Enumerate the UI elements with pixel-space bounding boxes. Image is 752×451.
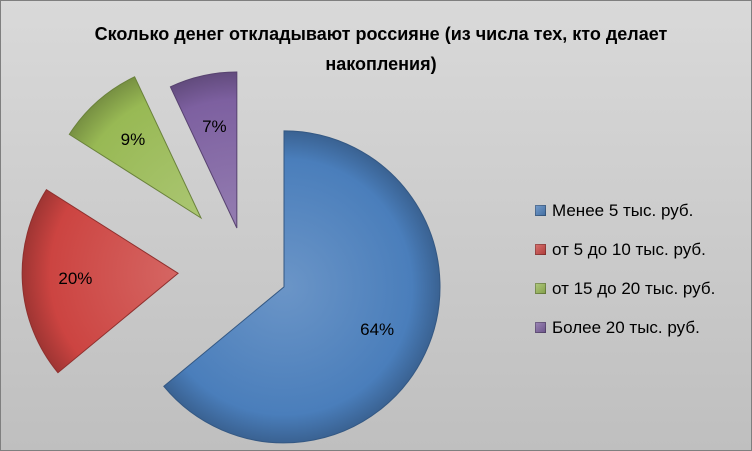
- data-label: 64%: [360, 320, 394, 339]
- legend-label: от 5 до 10 тыс. руб.: [552, 239, 706, 259]
- pie-slice: [169, 71, 238, 229]
- legend-item: от 15 до 20 тыс. руб.: [535, 269, 715, 308]
- legend: Менее 5 тыс. руб. от 5 до 10 тыс. руб. от …: [535, 191, 715, 347]
- pie-slice: [163, 130, 441, 444]
- legend-item: от 5 до 10 тыс. руб.: [535, 230, 715, 269]
- legend-label: от 15 до 20 тыс. руб.: [552, 278, 716, 298]
- chart-title: Сколько денег откладывают россияне (из ч…: [94, 24, 668, 74]
- legend-item: Менее 5 тыс. руб.: [535, 191, 715, 230]
- legend-marker: [535, 244, 546, 255]
- legend-label: Менее 5 тыс. руб.: [552, 200, 694, 220]
- legend-marker: [535, 322, 546, 333]
- legend-marker: [535, 205, 546, 216]
- data-label: 7%: [202, 117, 227, 136]
- legend-marker: [535, 283, 546, 294]
- legend-item: Более 20 тыс. руб.: [535, 308, 715, 347]
- pie-slice: [68, 76, 203, 220]
- legend-label: Более 20 тыс. руб.: [552, 317, 700, 337]
- data-label: 9%: [121, 130, 146, 149]
- pie-slice: [21, 188, 179, 374]
- data-label: 20%: [58, 269, 92, 288]
